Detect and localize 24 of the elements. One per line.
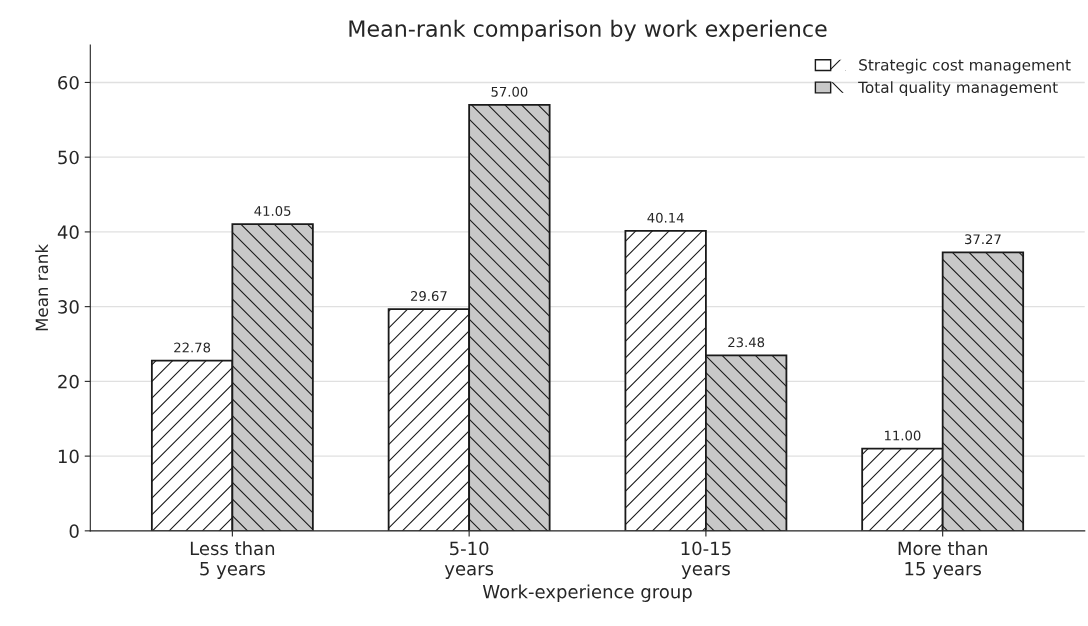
data-label: 40.14	[647, 212, 684, 223]
y-axis-title: Mean rank	[35, 244, 49, 331]
x-axis-title: Work-experience group	[482, 584, 692, 602]
legend-label: Total quality management	[858, 81, 1058, 97]
data-label: 22.78	[174, 342, 211, 353]
y-tick-label: 30	[58, 300, 79, 314]
data-label: 11.00	[884, 430, 921, 441]
data-label: 37.27	[965, 234, 1001, 245]
legend-label: Strategic cost management	[859, 58, 1071, 74]
y-tick-label: 60	[58, 75, 79, 90]
data-label: 57.00	[491, 86, 528, 97]
data-label: 41.05	[254, 205, 291, 216]
x-tick-label: 10-15 years	[681, 541, 731, 579]
y-tick-label: 40	[57, 225, 79, 240]
data-label: 29.67	[410, 291, 447, 301]
x-tick-label: Less than 5 years	[190, 541, 275, 579]
y-tick-label: 10	[58, 449, 79, 464]
x-tick-label: 5-10 years	[444, 541, 494, 579]
y-tick-label: 20	[58, 374, 79, 389]
x-tick-label: More than 15 years	[898, 541, 987, 579]
y-tick-label: 50	[58, 150, 79, 165]
data-label: 23.48	[728, 337, 765, 348]
y-tick-label: 0	[69, 524, 79, 538]
chart-title: Mean-rank comparison by work experience	[349, 19, 827, 42]
